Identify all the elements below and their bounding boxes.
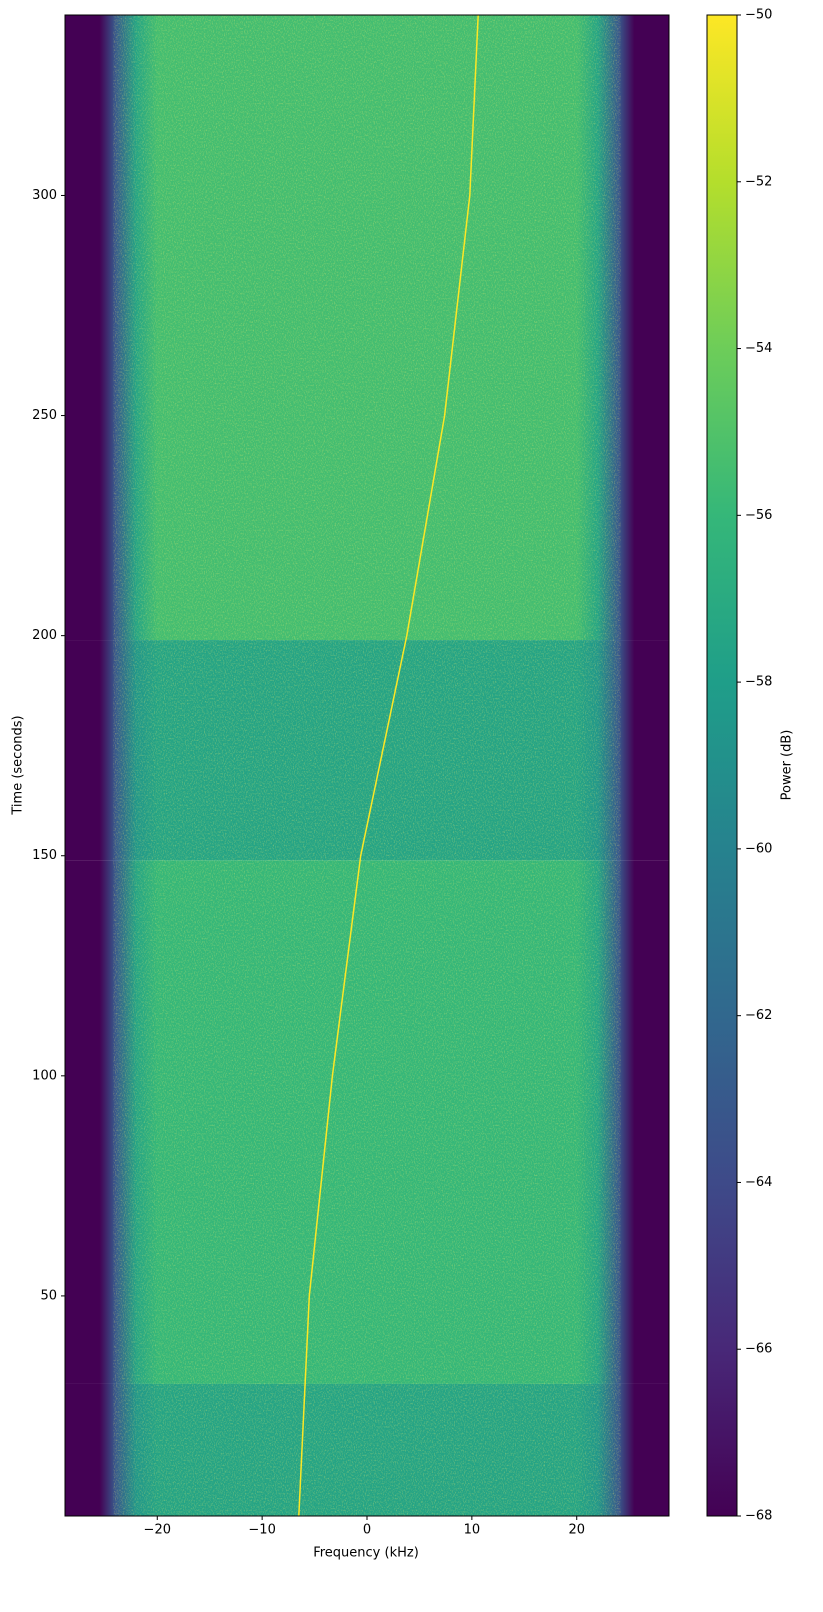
x-axis-label: Frequency (kHz) [313, 1546, 419, 1561]
y-tick-label: 250 [32, 408, 57, 423]
y-tick-label: 300 [32, 188, 57, 203]
y-tick-label: 150 [32, 848, 57, 863]
x-tick-label: 20 [568, 1523, 585, 1538]
colorbar-tick-label: −52 [745, 174, 772, 189]
plot-area [65, 15, 669, 1516]
colorbar-tick-label: −66 [745, 1342, 772, 1357]
colorbar-tick-label: −54 [745, 341, 772, 356]
colorbar-tick-label: −58 [745, 675, 772, 690]
colorbar [706, 14, 738, 1517]
x-tick-label: −20 [144, 1523, 171, 1538]
y-tick-label: 200 [32, 628, 57, 643]
colorbar-tick-label: −60 [745, 841, 772, 856]
colorbar-tick-label: −64 [745, 1175, 772, 1190]
colorbar-tick-label: −62 [745, 1008, 772, 1023]
noise-texture [113, 15, 621, 1516]
colorbar-tick-label: −68 [745, 1509, 772, 1524]
x-tick-label: 10 [464, 1523, 481, 1538]
colorbar-tick-label: −56 [745, 508, 772, 523]
signal-trace [298, 14, 479, 1517]
x-tick-label: 0 [363, 1523, 371, 1538]
colorbar-tick-label: −50 [745, 8, 772, 23]
y-tick-label: 50 [40, 1288, 57, 1303]
y-axis-label: Time (seconds) [11, 715, 26, 815]
y-tick-label: 100 [32, 1068, 57, 1083]
x-tick-label: −10 [248, 1523, 275, 1538]
colorbar-label: Power (dB) [780, 730, 795, 801]
